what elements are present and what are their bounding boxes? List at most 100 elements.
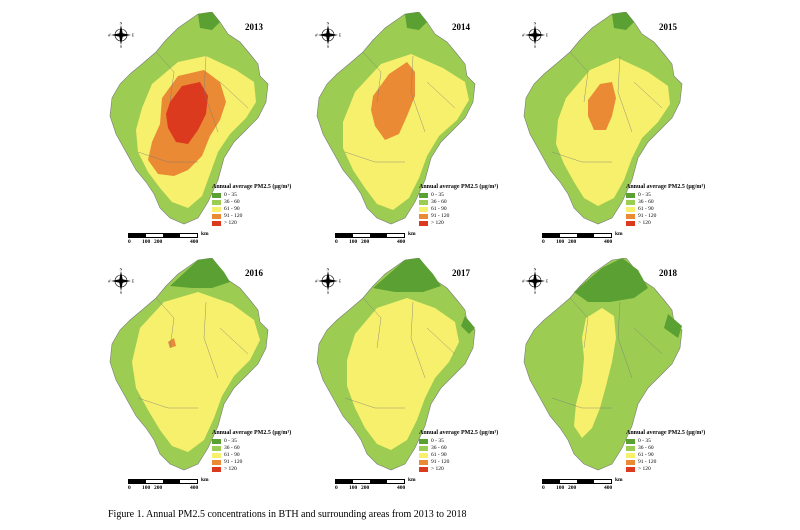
- legend-swatch: [626, 439, 635, 444]
- compass-rose-icon: N S E W: [314, 267, 342, 296]
- scale-label: 0: [542, 239, 545, 245]
- compass-letter: W: [108, 279, 111, 284]
- red-zone: [166, 82, 208, 144]
- compass-letter: W: [315, 279, 318, 284]
- legend-swatch: [212, 446, 221, 451]
- scale-unit: km: [408, 477, 416, 483]
- legend-label: 0 - 35: [431, 437, 444, 444]
- legend-item: 0 - 35: [626, 192, 705, 199]
- compass-letter: N: [327, 22, 330, 26]
- legend-item: 61 - 90: [626, 452, 705, 459]
- legend-item: 36 - 60: [626, 199, 705, 206]
- compass-letter: E: [546, 279, 548, 284]
- compass-letter: W: [315, 33, 318, 38]
- legend-label: 61 - 90: [224, 205, 240, 212]
- panel-year: 2017: [452, 268, 470, 278]
- legend-item: 36 - 60: [212, 445, 291, 452]
- compass-letter: W: [108, 33, 111, 38]
- compass-rose-icon: N S E W: [107, 21, 135, 50]
- compass-rose-icon: N S E W: [521, 21, 549, 50]
- legend-swatch: [626, 200, 635, 205]
- legend-item: > 120: [212, 220, 291, 227]
- legend-swatch: [419, 453, 428, 458]
- map-panel-2018: N S E W 2018 Annual average PM2.5 (μg/m³) 0 …: [521, 258, 732, 498]
- scale-bar-graphic: km: [542, 231, 623, 238]
- legend-label: 91 - 120: [224, 212, 243, 219]
- map-panel-2014: N S E W 2014 Annual average PM2.5 (μg/m³) 0 …: [314, 12, 525, 252]
- legend-swatch: [212, 200, 221, 205]
- compass-letter: N: [120, 22, 123, 26]
- legend-title: Annual average PM2.5 (μg/m³): [626, 184, 706, 190]
- compass-letter: E: [339, 279, 341, 284]
- compass-letter: E: [546, 33, 548, 38]
- scale-label: 100: [349, 485, 358, 491]
- legend-label: 36 - 60: [431, 444, 447, 451]
- legend-label: 61 - 90: [431, 205, 447, 212]
- scale-bar-graphic: km: [335, 477, 416, 484]
- map-legend: Annual average PM2.5 (μg/m³) 0 - 35 36 - 6…: [626, 184, 705, 227]
- scale-bar: km 0 100 200 400: [128, 477, 218, 492]
- legend-item: 91 - 120: [419, 459, 498, 466]
- scale-bar-graphic: km: [128, 231, 209, 238]
- compass-letter: N: [120, 268, 123, 272]
- legend-label: 0 - 35: [638, 191, 651, 198]
- scale-label: 100: [556, 485, 565, 491]
- legend-swatch: [419, 221, 428, 226]
- compass-letter: N: [327, 268, 330, 272]
- legend-swatch: [419, 439, 428, 444]
- scale-label: 400: [604, 239, 613, 245]
- legend-item: > 120: [626, 220, 705, 227]
- legend-item: 61 - 90: [212, 206, 291, 213]
- legend-swatch: [212, 439, 221, 444]
- legend-title: Annual average PM2.5 (μg/m³): [212, 184, 292, 190]
- legend-swatch: [212, 193, 221, 198]
- legend-label: 61 - 90: [638, 451, 654, 458]
- legend-swatch: [212, 467, 221, 472]
- legend-label: 36 - 60: [638, 198, 654, 205]
- legend-swatch: [626, 193, 635, 198]
- scale-label: 400: [604, 485, 613, 491]
- legend-swatch: [212, 221, 221, 226]
- compass-letter: S: [534, 290, 536, 294]
- scale-label: 200: [568, 485, 577, 491]
- compass-letter: E: [339, 33, 341, 38]
- legend-item: 61 - 90: [419, 206, 498, 213]
- legend-item: > 120: [419, 220, 498, 227]
- map-panel-2015: N S E W 2015 Annual average PM2.5 (μg/m³) 0 …: [521, 12, 732, 252]
- scale-bar: km 0 100 200 400: [542, 231, 632, 246]
- legend-label: 61 - 90: [224, 451, 240, 458]
- legend-label: 91 - 120: [224, 458, 243, 465]
- legend-label: > 120: [638, 219, 651, 226]
- scale-unit: km: [615, 231, 623, 237]
- pm25-map-2013: [109, 12, 269, 225]
- compass-rose-icon: N S E W: [107, 267, 135, 296]
- legend-item: > 120: [626, 466, 705, 473]
- map-legend: Annual average PM2.5 (μg/m³) 0 - 35 36 - 6…: [419, 430, 498, 473]
- legend-swatch: [419, 193, 428, 198]
- scale-bar-graphic: km: [335, 231, 416, 238]
- legend-label: 36 - 60: [431, 198, 447, 205]
- compass-letter: N: [534, 268, 537, 272]
- legend-swatch: [419, 200, 428, 205]
- compass-letter: S: [327, 44, 329, 48]
- legend-label: > 120: [431, 219, 444, 226]
- legend-item: 61 - 90: [626, 206, 705, 213]
- scale-bar-graphic: km: [128, 477, 209, 484]
- legend-item: 36 - 60: [626, 445, 705, 452]
- legend-item: > 120: [419, 466, 498, 473]
- map-legend: Annual average PM2.5 (μg/m³) 0 - 35 36 - 6…: [419, 184, 498, 227]
- legend-swatch: [212, 460, 221, 465]
- legend-item: 91 - 120: [626, 213, 705, 220]
- legend-label: > 120: [224, 219, 237, 226]
- legend-item: 91 - 120: [626, 459, 705, 466]
- scale-bar: km 0 100 200 400: [542, 477, 632, 492]
- scale-label: 100: [556, 239, 565, 245]
- legend-swatch: [212, 207, 221, 212]
- scale-bar: km 0 100 200 400: [128, 231, 218, 246]
- compass-letter: S: [120, 44, 122, 48]
- scale-label: 200: [154, 239, 163, 245]
- scale-bar-graphic: km: [542, 477, 623, 484]
- scale-label: 0: [542, 485, 545, 491]
- scale-unit: km: [408, 231, 416, 237]
- scale-label: 400: [190, 485, 199, 491]
